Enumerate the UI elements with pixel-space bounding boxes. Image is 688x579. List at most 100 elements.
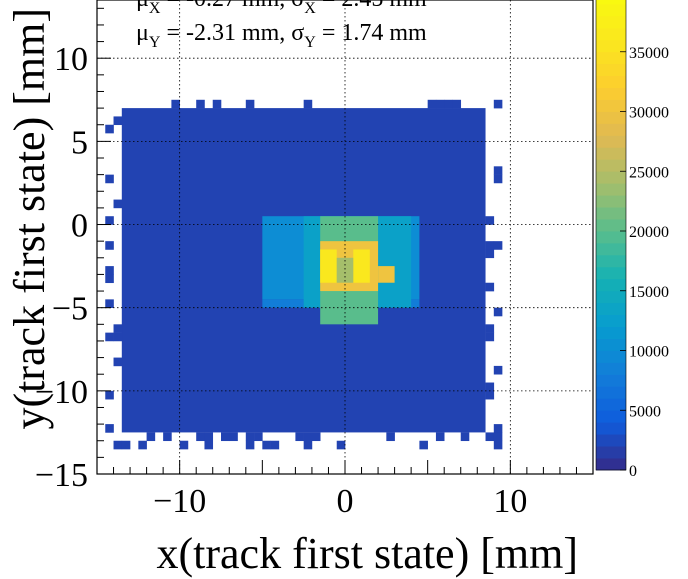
heatmap-cell — [460, 432, 470, 442]
heatmap-cell — [245, 99, 255, 109]
colorbar-segment — [596, 147, 626, 160]
heatmap-cell — [113, 324, 123, 333]
heatmap-cell — [485, 382, 495, 392]
heatmap-cell — [493, 174, 503, 184]
x-tick-label: −10 — [153, 483, 206, 520]
heatmap-cell — [262, 440, 271, 450]
heatmap-cell — [171, 99, 180, 109]
axis-tick-labels: −10 0 10 −15 −10 −5 0 5 10 — [35, 41, 528, 520]
heatmap-cell — [303, 99, 313, 109]
colorbar-segment — [596, 15, 626, 29]
heatmap-cell — [485, 324, 495, 333]
colorbar-segment — [596, 290, 626, 304]
heatmap-cell — [113, 199, 123, 209]
colorbar-segment — [596, 219, 626, 232]
heatmap-cell — [121, 440, 131, 450]
heatmap-cell — [320, 249, 337, 283]
colorbar-tick-label: 10000 — [629, 344, 669, 361]
y-tick-label: −5 — [52, 291, 88, 328]
colorbar-segment — [596, 374, 626, 387]
heatmap-cell — [493, 440, 503, 450]
colorbar-segment — [596, 27, 626, 41]
heatmap-cell — [245, 432, 255, 442]
heatmap-cell — [105, 174, 114, 184]
colorbar-segment — [596, 75, 626, 88]
colorbar-segment — [596, 278, 626, 292]
heatmap-cell — [105, 424, 114, 433]
x-tick-label: 10 — [493, 483, 527, 520]
colorbar-segment — [596, 386, 626, 399]
heatmap-cell — [452, 99, 462, 109]
colorbar-segment — [596, 338, 626, 351]
heatmap-cell — [311, 432, 321, 442]
heatmap-cell — [138, 440, 147, 450]
colorbar-segment — [596, 63, 626, 77]
heatmap-cell — [493, 424, 503, 433]
colorbar-segment — [596, 3, 626, 17]
heatmap-cell — [435, 432, 445, 442]
heatmap-cell — [196, 99, 205, 109]
stats-line-mean-sigma-x: μX = -0.27 mm, σX = 2.45 mm — [136, 0, 427, 17]
colorbar-tick-label: 30000 — [629, 105, 669, 122]
heatmap-cell — [254, 432, 263, 442]
colorbar-segment — [596, 123, 626, 136]
heatmap-cell — [146, 432, 156, 442]
y-tick-label: 0 — [71, 208, 88, 245]
colorbar-segment — [596, 183, 626, 196]
y-tick-label: 10 — [54, 41, 88, 78]
x-tick-label: 0 — [337, 483, 354, 520]
colorbar-segment — [596, 422, 626, 435]
heatmap-cell — [493, 307, 503, 317]
colorbar-tick-label: 5000 — [629, 403, 661, 420]
y-tick-label: −15 — [35, 457, 88, 494]
colorbar-segment — [596, 302, 626, 316]
stats-line-mean-sigma-y: μY = -2.31 mm, σY = 1.74 mm — [136, 20, 427, 51]
axis-ticks — [96, 7, 594, 475]
heatmap-cell — [113, 332, 123, 342]
heatmap-cells — [105, 99, 503, 450]
heatmap-cell — [105, 332, 114, 342]
colorbar-segment — [596, 39, 626, 53]
colorbar-segment — [596, 350, 626, 363]
heatmap-cell — [435, 99, 445, 109]
heatmap-cell — [245, 440, 255, 450]
heatmap-cell — [485, 249, 495, 259]
heatmap-cell — [353, 249, 370, 283]
heatmap-cell — [163, 432, 172, 442]
heatmap-cell — [212, 99, 222, 109]
heatmap-cell — [113, 440, 123, 450]
colorbar-segment — [596, 111, 626, 124]
colorbar-segment — [596, 410, 626, 423]
heatmap-cell — [105, 266, 114, 275]
heatmap-cell — [427, 99, 437, 109]
stats-box: μX = -0.27 mm, σX = 2.45 mm μY = -2.31 mm… — [136, 0, 427, 51]
colorbar-tick-label: 35000 — [629, 45, 669, 62]
x-axis-label: x(track first state) [mm] — [156, 529, 578, 578]
heatmap-cell — [485, 216, 495, 225]
colorbar-tick-label: 20000 — [629, 224, 669, 241]
y-axis-label: y(track first state) [mm] — [5, 8, 54, 430]
heatmap-cell — [444, 99, 453, 109]
heatmap-cell — [105, 299, 114, 308]
heatmap-cell — [221, 432, 230, 442]
colorbar-segment — [596, 135, 626, 148]
heatmap-cell — [204, 440, 214, 450]
grid-lines — [97, 0, 593, 474]
heatmap-cell — [336, 440, 346, 450]
heatmap-cell — [303, 440, 313, 450]
heatmap-cell — [270, 440, 280, 450]
heatmap-cell — [229, 432, 238, 442]
heatmap-cell — [378, 266, 395, 283]
heatmap-cell — [113, 116, 123, 126]
colorbar-segment — [596, 266, 626, 280]
heatmap-cell — [493, 241, 503, 250]
colorbar-segment — [596, 314, 626, 327]
colorbar-segment — [596, 446, 626, 459]
y-tick-label: −10 — [35, 374, 88, 411]
heatmap-cell — [196, 432, 205, 442]
heatmap-cell — [303, 432, 313, 442]
colorbar-segment — [596, 254, 626, 268]
heatmap-cell — [113, 357, 123, 367]
heatmap-cell — [386, 432, 395, 442]
